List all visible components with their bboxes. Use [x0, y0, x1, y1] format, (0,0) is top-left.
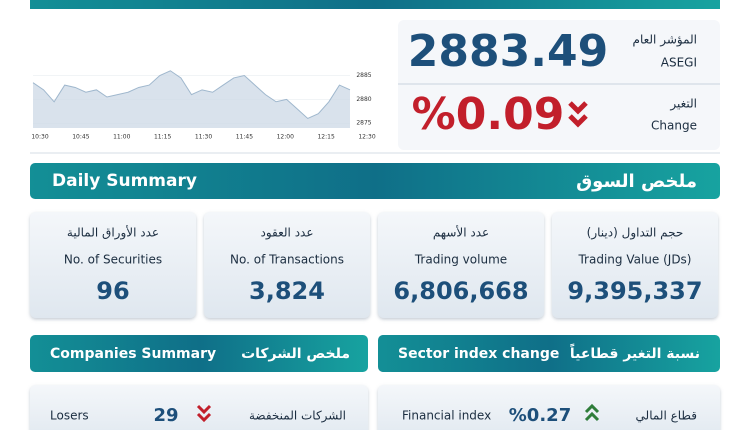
summary-card: [378, 212, 544, 318]
sparkline: 2875 2880 2885 10:30 10:45 11:00 11:15 11:30 11:…: [31, 70, 376, 141]
row-label-ar: قطاع المالي: [636, 409, 697, 423]
banner-title-en: Companies Summary: [50, 346, 216, 362]
card-label-ar: عدد الأسهم: [433, 225, 489, 240]
y-tick-label: 2885: [356, 72, 371, 79]
summary-card: [30, 212, 196, 318]
row-value: %0.27: [509, 405, 571, 426]
banner-title-en: Daily Summary: [52, 171, 197, 191]
card-value: 6,806,668: [393, 277, 528, 305]
banner: [30, 335, 368, 372]
x-tick-label: 11:00: [113, 134, 130, 141]
card-value: 3,824: [249, 277, 325, 305]
banner-title-en: Sector index change: [398, 346, 559, 362]
x-tick-label: 12:15: [317, 134, 334, 141]
row-card: [378, 385, 720, 430]
x-tick-label: 11:15: [154, 134, 171, 141]
down-chevron: [568, 101, 588, 128]
line: [32, 70, 351, 120]
card-label-ar: حجم التداول (دينار): [587, 226, 684, 241]
x-tick-label: 10:30: [31, 134, 48, 141]
card-label-ar: عدد العقود: [260, 226, 313, 241]
banner-title-ar: ملخص الشركات: [241, 346, 350, 362]
y-tick-label: 2875: [356, 120, 371, 127]
down-chevron: [196, 404, 212, 423]
card-label-en: No. of Securities: [64, 253, 162, 267]
banner-title-ar: ملخص السوق: [576, 171, 697, 192]
row-value: 29: [153, 405, 178, 426]
summary-card: [552, 212, 718, 318]
cards: عدد الأوراق المالية No. of Securities 96 عد…: [30, 212, 718, 318]
index-label-ar: المؤشر العام: [633, 33, 697, 48]
index-label-en: ASEGI: [661, 56, 697, 70]
card-label-en: Trading Value (JDs): [577, 253, 691, 267]
row-label-en: Financial index: [402, 409, 491, 423]
banner-title-ar: نسبة التغير قطاعياً: [570, 343, 700, 362]
x-tick-label: 12:00: [277, 134, 294, 141]
card-value: 9,395,337: [567, 277, 702, 305]
x-tick-label: 10:45: [72, 134, 89, 141]
index-value: 2883.49: [408, 26, 608, 77]
row-label-en: Losers: [50, 409, 89, 423]
card-label-en: No. of Transactions: [230, 253, 344, 267]
change-value: %0.09: [412, 89, 565, 140]
up-chevron: [584, 403, 600, 422]
area: [33, 70, 350, 128]
change-label-ar: التغير: [669, 97, 697, 112]
card-label-en: Trading volume: [414, 253, 507, 267]
card-value: 96: [96, 277, 129, 305]
banner: [378, 335, 720, 372]
row-label-ar: الشركات المنخفضة: [249, 409, 346, 424]
card-label-ar: عدد الأوراق المالية: [67, 225, 159, 241]
summary-card: [204, 212, 370, 318]
x-tick-label: 11:45: [236, 134, 253, 141]
index-panel: [398, 20, 720, 150]
banner: [30, 163, 720, 199]
change-label-en: Change: [651, 119, 697, 133]
top-bar: [30, 0, 720, 9]
x-tick-label: 12:30: [358, 134, 375, 141]
y-tick-label: 2880: [356, 96, 371, 103]
x-tick-label: 11:30: [195, 134, 212, 141]
